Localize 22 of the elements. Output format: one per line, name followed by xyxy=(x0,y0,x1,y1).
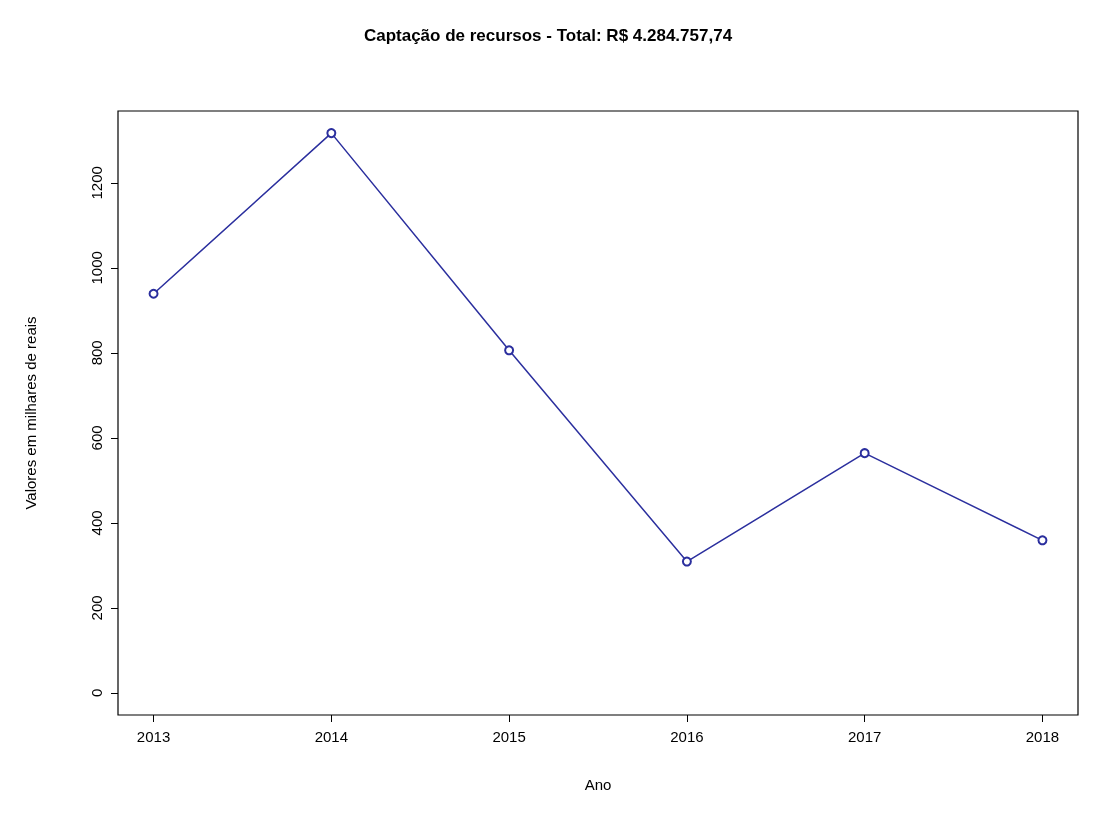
point xyxy=(859,448,870,459)
y-tick-label: 1200 xyxy=(88,166,105,200)
x-tick-label: 2018 xyxy=(1025,728,1060,745)
x-axis-title: Ano xyxy=(584,776,612,793)
point xyxy=(681,556,692,567)
point xyxy=(326,128,337,139)
x-tick-label: 2015 xyxy=(492,728,526,745)
x-tick-label: 2013 xyxy=(136,728,171,745)
x-tick-label: 2016 xyxy=(670,728,704,745)
x-tick-label: 2017 xyxy=(847,728,882,745)
y-tick-label: 1000 xyxy=(88,251,105,285)
y-axis-title: Valores em milhares de reais xyxy=(22,316,39,510)
point xyxy=(148,288,159,299)
y-tick-label: 200 xyxy=(88,595,105,621)
x-tick-label: 2014 xyxy=(314,728,349,745)
point xyxy=(504,345,515,356)
chart-title: Captação de recursos - Total: R$ 4.284.757,74 xyxy=(363,26,733,45)
y-tick-label: 400 xyxy=(88,510,105,536)
point xyxy=(1037,535,1048,546)
y-tick-label: 600 xyxy=(88,425,105,451)
y-tick-label: 800 xyxy=(88,340,105,366)
y-tick-label: 0 xyxy=(88,688,105,698)
